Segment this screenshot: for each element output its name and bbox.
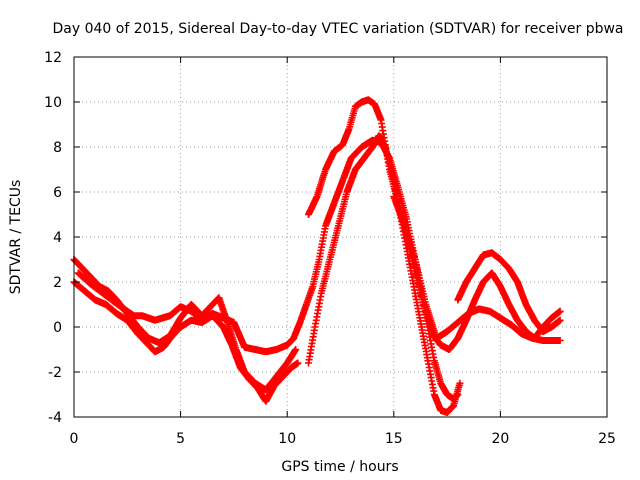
y-tick-label: 0 xyxy=(53,320,62,336)
y-tick-label: 2 xyxy=(53,275,62,291)
tick-labels: 0 5 10 15 20 25 -4 -2 0 2 4 6 8 10 12 xyxy=(44,50,616,447)
y-axis-label: SDTVAR / TECUs xyxy=(8,180,24,295)
grid-lines xyxy=(74,57,607,417)
series-markers xyxy=(454,249,564,335)
series-track-7 xyxy=(454,249,564,335)
y-tick-label: 8 xyxy=(53,140,62,156)
series-markers xyxy=(390,193,564,344)
x-tick-label: 25 xyxy=(598,431,616,447)
series-track-6 xyxy=(390,193,564,344)
data-points xyxy=(70,96,564,416)
y-tick-label: -4 xyxy=(48,410,62,426)
y-tick-label: 4 xyxy=(53,230,62,246)
y-tick-label: 12 xyxy=(44,50,62,66)
chart-title: Day 040 of 2015, Sidereal Day-to-day VTE… xyxy=(52,21,623,37)
x-tick-label: 10 xyxy=(278,431,296,447)
x-tick-label: 15 xyxy=(385,431,403,447)
axis-ticks xyxy=(73,56,608,418)
x-tick-label: 5 xyxy=(176,431,185,447)
x-tick-label: 0 xyxy=(70,431,79,447)
x-tick-label: 20 xyxy=(491,431,509,447)
y-tick-label: 6 xyxy=(53,185,62,201)
y-tick-label: -2 xyxy=(48,365,62,381)
x-axis-label: GPS time / hours xyxy=(281,459,398,475)
y-tick-label: 10 xyxy=(44,95,62,111)
